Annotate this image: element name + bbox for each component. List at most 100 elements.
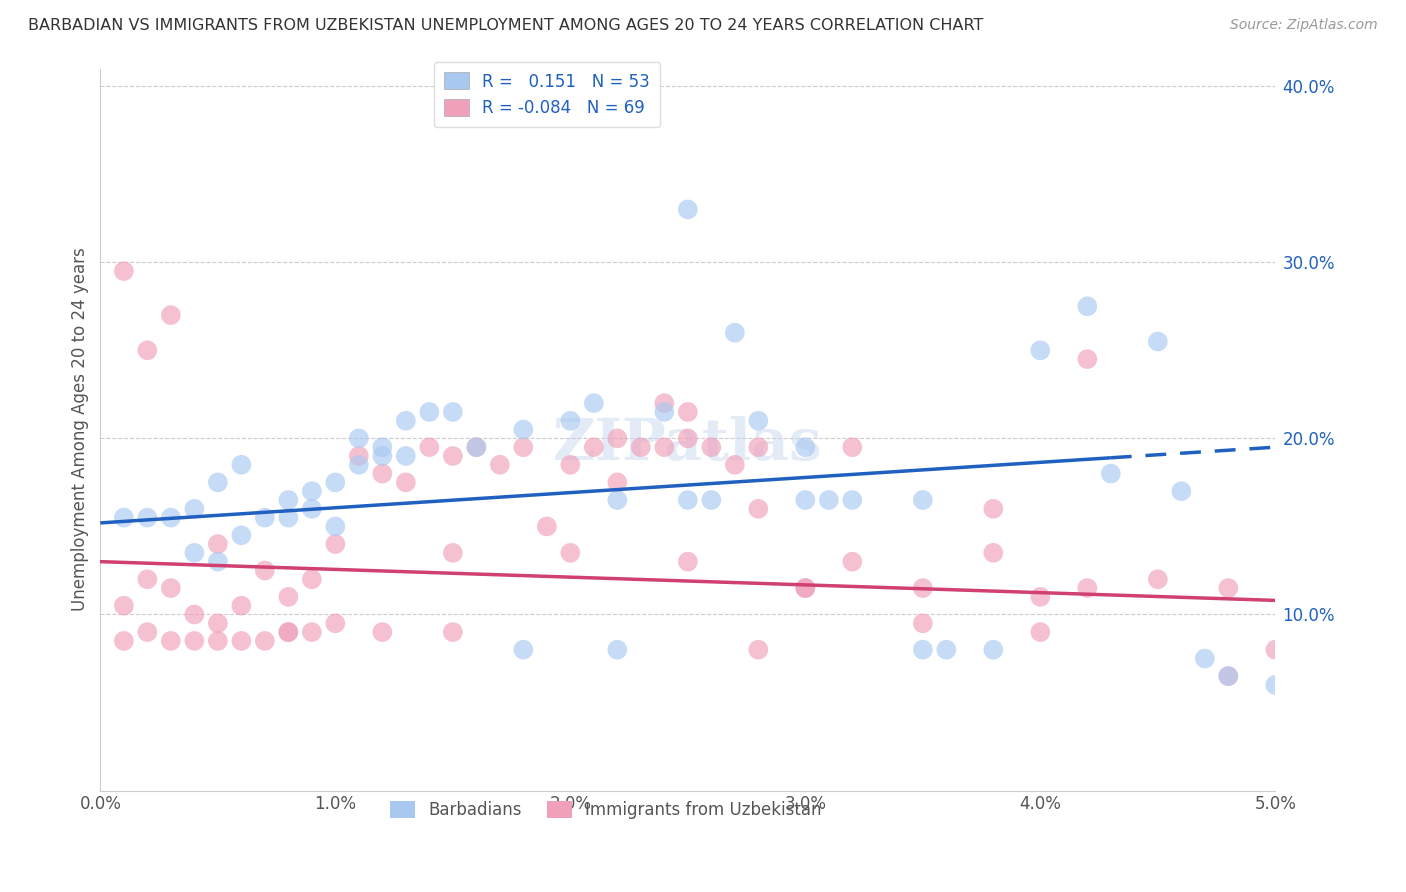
Point	[112, 510, 135, 524]
Point	[1170, 484, 1192, 499]
Point	[465, 440, 488, 454]
Point	[325, 537, 347, 551]
Point	[231, 634, 253, 648]
Point	[253, 634, 276, 648]
Point	[183, 501, 205, 516]
Point	[606, 431, 628, 445]
Point	[231, 458, 253, 472]
Point	[1146, 334, 1168, 349]
Text: Source: ZipAtlas.com: Source: ZipAtlas.com	[1230, 18, 1378, 32]
Point	[794, 493, 817, 508]
Point	[1076, 299, 1098, 313]
Point	[652, 405, 675, 419]
Point	[911, 581, 934, 595]
Point	[347, 449, 370, 463]
Point	[911, 616, 934, 631]
Point	[560, 458, 582, 472]
Point	[630, 440, 652, 454]
Point	[652, 440, 675, 454]
Point	[395, 414, 418, 428]
Point	[395, 475, 418, 490]
Point	[700, 493, 723, 508]
Point	[277, 510, 299, 524]
Point	[277, 590, 299, 604]
Point	[512, 642, 534, 657]
Point	[136, 572, 159, 586]
Point	[183, 607, 205, 622]
Point	[371, 625, 394, 640]
Point	[536, 519, 558, 533]
Point	[325, 616, 347, 631]
Point	[112, 599, 135, 613]
Point	[207, 616, 229, 631]
Text: BARBADIAN VS IMMIGRANTS FROM UZBEKISTAN UNEMPLOYMENT AMONG AGES 20 TO 24 YEARS C: BARBADIAN VS IMMIGRANTS FROM UZBEKISTAN …	[28, 18, 983, 33]
Point	[277, 625, 299, 640]
Point	[325, 475, 347, 490]
Point	[606, 642, 628, 657]
Point	[724, 326, 747, 340]
Point	[1029, 590, 1052, 604]
Point	[395, 449, 418, 463]
Y-axis label: Unemployment Among Ages 20 to 24 years: Unemployment Among Ages 20 to 24 years	[72, 248, 89, 611]
Point	[1264, 642, 1286, 657]
Point	[582, 396, 605, 410]
Point	[1218, 669, 1240, 683]
Point	[606, 493, 628, 508]
Point	[441, 449, 464, 463]
Point	[676, 493, 699, 508]
Point	[981, 546, 1004, 560]
Point	[253, 564, 276, 578]
Point	[207, 555, 229, 569]
Point	[724, 458, 747, 472]
Point	[441, 625, 464, 640]
Point	[441, 405, 464, 419]
Point	[418, 440, 440, 454]
Point	[1029, 625, 1052, 640]
Point	[441, 546, 464, 560]
Point	[560, 414, 582, 428]
Point	[277, 625, 299, 640]
Point	[794, 440, 817, 454]
Point	[347, 431, 370, 445]
Point	[1218, 669, 1240, 683]
Point	[112, 264, 135, 278]
Point	[841, 555, 863, 569]
Point	[371, 449, 394, 463]
Point	[676, 202, 699, 217]
Point	[1076, 352, 1098, 367]
Point	[676, 431, 699, 445]
Point	[676, 555, 699, 569]
Point	[700, 440, 723, 454]
Point	[136, 625, 159, 640]
Point	[301, 484, 323, 499]
Point	[1029, 343, 1052, 358]
Point	[582, 440, 605, 454]
Point	[747, 440, 769, 454]
Point	[512, 440, 534, 454]
Point	[676, 405, 699, 419]
Point	[160, 308, 183, 322]
Point	[253, 510, 276, 524]
Point	[465, 440, 488, 454]
Point	[606, 475, 628, 490]
Point	[183, 634, 205, 648]
Point	[911, 493, 934, 508]
Point	[560, 546, 582, 560]
Point	[301, 625, 323, 640]
Point	[747, 414, 769, 428]
Point	[981, 642, 1004, 657]
Point	[160, 581, 183, 595]
Point	[794, 581, 817, 595]
Point	[841, 440, 863, 454]
Point	[112, 634, 135, 648]
Point	[136, 343, 159, 358]
Point	[325, 519, 347, 533]
Point	[371, 467, 394, 481]
Point	[160, 510, 183, 524]
Point	[747, 501, 769, 516]
Point	[277, 493, 299, 508]
Point	[183, 546, 205, 560]
Point	[1194, 651, 1216, 665]
Point	[1218, 581, 1240, 595]
Point	[418, 405, 440, 419]
